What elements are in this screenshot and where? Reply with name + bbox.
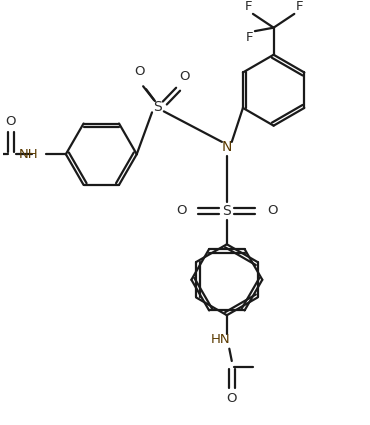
Text: HN: HN bbox=[211, 333, 231, 346]
Text: O: O bbox=[6, 115, 16, 128]
Text: N: N bbox=[222, 140, 232, 154]
Text: F: F bbox=[244, 0, 252, 13]
Text: S: S bbox=[154, 100, 162, 114]
Text: F: F bbox=[245, 31, 253, 43]
Text: O: O bbox=[176, 204, 187, 217]
Text: O: O bbox=[267, 204, 278, 217]
Text: O: O bbox=[226, 392, 237, 405]
Text: NH: NH bbox=[19, 148, 39, 161]
Text: F: F bbox=[296, 0, 303, 13]
Text: O: O bbox=[180, 71, 190, 83]
Text: S: S bbox=[222, 204, 231, 218]
Text: O: O bbox=[134, 65, 144, 78]
